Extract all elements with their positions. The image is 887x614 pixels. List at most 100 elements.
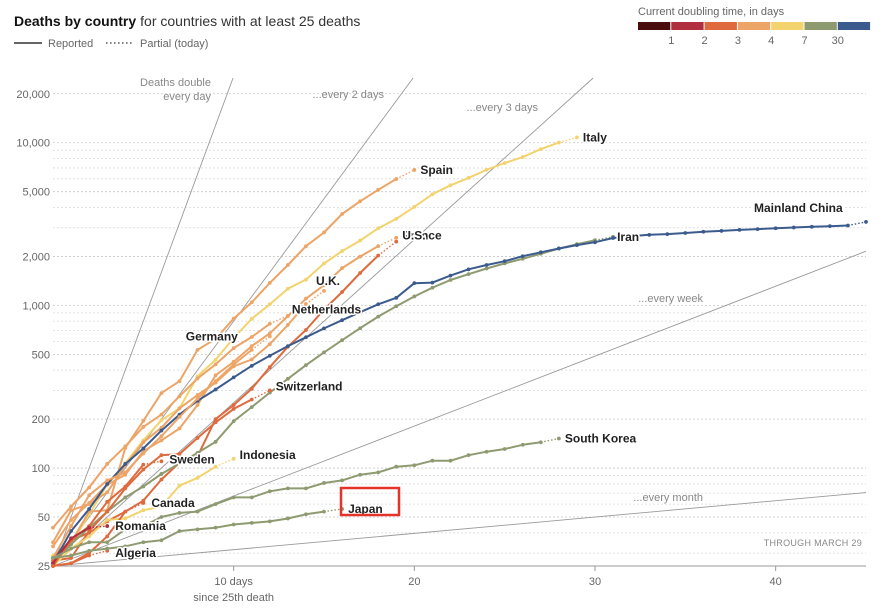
label-japan: Japan	[348, 502, 383, 516]
point-italy	[394, 216, 399, 221]
point-iran	[340, 338, 344, 343]
point-spain	[159, 391, 164, 395]
point-romania	[69, 536, 73, 541]
point-spain	[376, 187, 381, 192]
y-tick-label: 10,000	[16, 138, 50, 150]
point-spain	[394, 177, 399, 181]
point-switzerland	[177, 452, 182, 456]
label-sweden: Sweden	[169, 452, 214, 466]
point-italy	[448, 183, 453, 188]
label-algeria: Algeria	[115, 546, 156, 560]
point-south-korea	[105, 540, 110, 545]
x-tick-label: 10 days	[214, 576, 253, 588]
y-tick-label: 2,000	[22, 251, 50, 263]
point-sweden	[105, 499, 110, 504]
point-netherlands	[69, 504, 73, 509]
point-italy	[231, 336, 236, 340]
point-south-korea	[249, 495, 254, 500]
point-indonesia	[87, 534, 92, 539]
point-canada	[105, 534, 110, 539]
point-japan	[213, 525, 218, 530]
point-germany	[267, 334, 272, 339]
point-netherlands	[123, 444, 128, 449]
point-netherlands	[213, 362, 218, 367]
point-mainland-china	[683, 231, 688, 235]
point-italy	[520, 155, 525, 159]
series-partial-germany	[251, 335, 271, 351]
point-italy	[376, 226, 381, 231]
point-switzerland	[267, 388, 272, 393]
x-tick-label: 30	[589, 576, 601, 588]
point-mainland-china	[538, 250, 543, 255]
point-mainland-china	[322, 326, 326, 331]
point-spain	[141, 418, 146, 423]
point-netherlands	[195, 376, 200, 381]
point-south-korea	[285, 486, 290, 491]
point-u-k	[177, 406, 182, 411]
point-italy	[304, 277, 308, 282]
label-u-s: U.S.	[402, 229, 425, 243]
point-south-korea	[358, 472, 363, 477]
point-iran	[141, 484, 146, 489]
point-iran	[304, 363, 308, 368]
point-italy	[484, 167, 489, 172]
japan-highlight-box	[339, 486, 401, 517]
guide-label-line2: every day	[163, 91, 211, 103]
point-mainland-china	[520, 254, 525, 259]
point-spain	[213, 336, 218, 341]
point-mainland-china	[773, 226, 778, 231]
point-indonesia	[159, 504, 164, 509]
point-south-korea	[412, 463, 417, 468]
point-japan	[105, 546, 110, 551]
point-japan	[195, 527, 200, 532]
doubling-swatch-0	[638, 22, 671, 30]
point-france	[249, 344, 254, 349]
point-japan	[285, 516, 290, 521]
point-mainland-china	[267, 353, 272, 358]
point-u-k	[195, 393, 200, 397]
point-france	[304, 296, 308, 301]
guide-label: ...every 3 days	[466, 102, 538, 114]
point-mainland-china	[755, 227, 760, 232]
series-line-germany	[52, 349, 253, 559]
point-italy	[340, 249, 344, 253]
point-mainland-china	[358, 310, 363, 315]
point-u-s	[267, 365, 272, 370]
guide-label: ...every 2 days	[312, 89, 384, 101]
point-france	[322, 283, 326, 288]
guide-line-every-month	[52, 492, 867, 567]
guide-label: ...every month	[633, 492, 703, 504]
point-iran	[285, 376, 290, 381]
point-mainland-china	[376, 302, 381, 307]
point-south-korea	[141, 524, 146, 528]
point-indonesia	[195, 476, 200, 480]
point-mainland-china	[231, 375, 236, 380]
point-switzerland	[159, 453, 164, 458]
point-south-korea	[556, 436, 561, 441]
point-japan	[322, 509, 326, 514]
guide-line-deaths-double	[52, 77, 234, 567]
doubling-legend-label: 2	[702, 35, 708, 47]
point-italy	[159, 418, 164, 423]
series-lines	[51, 135, 868, 568]
point-spain	[267, 281, 272, 285]
axes: 25 50 100 200 500 1,000 2,000 5,000 10,000 20,000…	[16, 89, 866, 604]
point-germany	[195, 396, 200, 401]
point-germany	[123, 470, 128, 475]
series-partial-france	[377, 237, 397, 247]
y-tick-label: 100	[32, 463, 50, 475]
point-mainland-china	[285, 344, 290, 349]
point-south-korea	[231, 495, 236, 500]
point-iran	[322, 350, 326, 355]
point-switzerland	[213, 420, 218, 425]
point-italy	[575, 135, 579, 140]
point-mainland-china	[556, 246, 561, 251]
point-mainland-china	[123, 462, 128, 466]
point-iran	[358, 326, 363, 331]
point-netherlands	[105, 462, 110, 466]
doubling-legend-label: 3	[735, 35, 741, 47]
point-u-s	[340, 290, 344, 294]
point-spain	[231, 316, 236, 321]
point-mainland-china	[719, 229, 724, 233]
point-south-korea	[322, 481, 326, 485]
